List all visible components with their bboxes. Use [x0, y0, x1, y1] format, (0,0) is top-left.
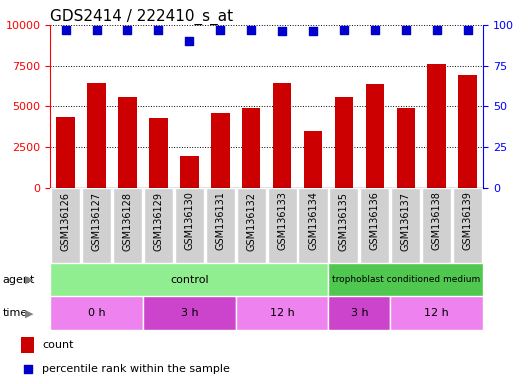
Bar	[390, 296, 483, 330]
Bar	[329, 188, 359, 263]
Text: GSM136131: GSM136131	[215, 192, 225, 250]
Point	[92, 27, 101, 33]
Text: ▶: ▶	[25, 275, 34, 285]
Bar	[365, 84, 384, 188]
Point	[216, 27, 224, 33]
Point	[24, 366, 32, 372]
Point	[402, 27, 410, 33]
Point	[185, 38, 194, 44]
Text: agent: agent	[3, 275, 35, 285]
Bar	[422, 188, 451, 263]
Bar	[113, 188, 142, 263]
Text: 3 h: 3 h	[181, 308, 198, 318]
Point	[123, 27, 131, 33]
Text: GSM136129: GSM136129	[154, 192, 163, 250]
Text: GDS2414 / 222410_s_at: GDS2414 / 222410_s_at	[50, 9, 233, 25]
Point	[371, 27, 379, 33]
Bar	[242, 108, 260, 188]
Text: GSM136132: GSM136132	[246, 192, 256, 250]
Bar	[268, 188, 297, 263]
Text: GSM136128: GSM136128	[122, 192, 133, 250]
Text: GSM136136: GSM136136	[370, 192, 380, 250]
Text: GSM136130: GSM136130	[184, 192, 194, 250]
Text: GSM136134: GSM136134	[308, 192, 318, 250]
Point	[247, 27, 256, 33]
Bar	[175, 188, 204, 263]
Text: trophoblast conditioned medium: trophoblast conditioned medium	[332, 275, 480, 284]
Text: GSM136135: GSM136135	[339, 192, 349, 250]
Bar	[335, 97, 353, 188]
Bar	[50, 296, 143, 330]
Bar	[328, 296, 390, 330]
Point	[154, 27, 163, 33]
Point	[278, 28, 286, 35]
Text: 12 h: 12 h	[270, 308, 295, 318]
Text: GSM136139: GSM136139	[463, 192, 473, 250]
Bar	[21, 337, 34, 353]
Bar	[144, 188, 173, 263]
Point	[464, 27, 472, 33]
Bar	[143, 296, 235, 330]
Text: GSM136137: GSM136137	[401, 192, 411, 250]
Bar	[298, 188, 327, 263]
Bar	[391, 188, 420, 263]
Bar	[149, 118, 168, 188]
Bar	[118, 98, 137, 188]
Bar	[87, 83, 106, 188]
Bar	[397, 108, 415, 188]
Point	[432, 27, 441, 33]
Point	[61, 27, 70, 33]
Point	[340, 27, 348, 33]
Text: 12 h: 12 h	[425, 308, 449, 318]
Text: ▶: ▶	[25, 308, 34, 318]
Bar	[206, 188, 235, 263]
Bar	[211, 113, 230, 188]
Bar	[328, 263, 483, 296]
Text: GSM136138: GSM136138	[432, 192, 442, 250]
Text: GSM136126: GSM136126	[61, 192, 71, 250]
Bar	[50, 263, 328, 296]
Bar	[237, 188, 266, 263]
Bar	[235, 296, 328, 330]
Text: 0 h: 0 h	[88, 308, 106, 318]
Bar	[56, 117, 75, 188]
Bar	[304, 131, 322, 188]
Bar	[82, 188, 111, 263]
Bar	[453, 188, 482, 263]
Bar	[273, 83, 291, 188]
Bar	[51, 188, 80, 263]
Point	[309, 28, 317, 35]
Bar	[180, 156, 199, 188]
Bar	[428, 64, 446, 188]
Text: GSM136133: GSM136133	[277, 192, 287, 250]
Bar	[360, 188, 390, 263]
Text: percentile rank within the sample: percentile rank within the sample	[42, 364, 230, 374]
Text: GSM136127: GSM136127	[91, 192, 101, 251]
Text: count: count	[42, 340, 74, 350]
Text: time: time	[3, 308, 28, 318]
Bar	[458, 75, 477, 188]
Text: 3 h: 3 h	[351, 308, 368, 318]
Text: control: control	[170, 275, 209, 285]
